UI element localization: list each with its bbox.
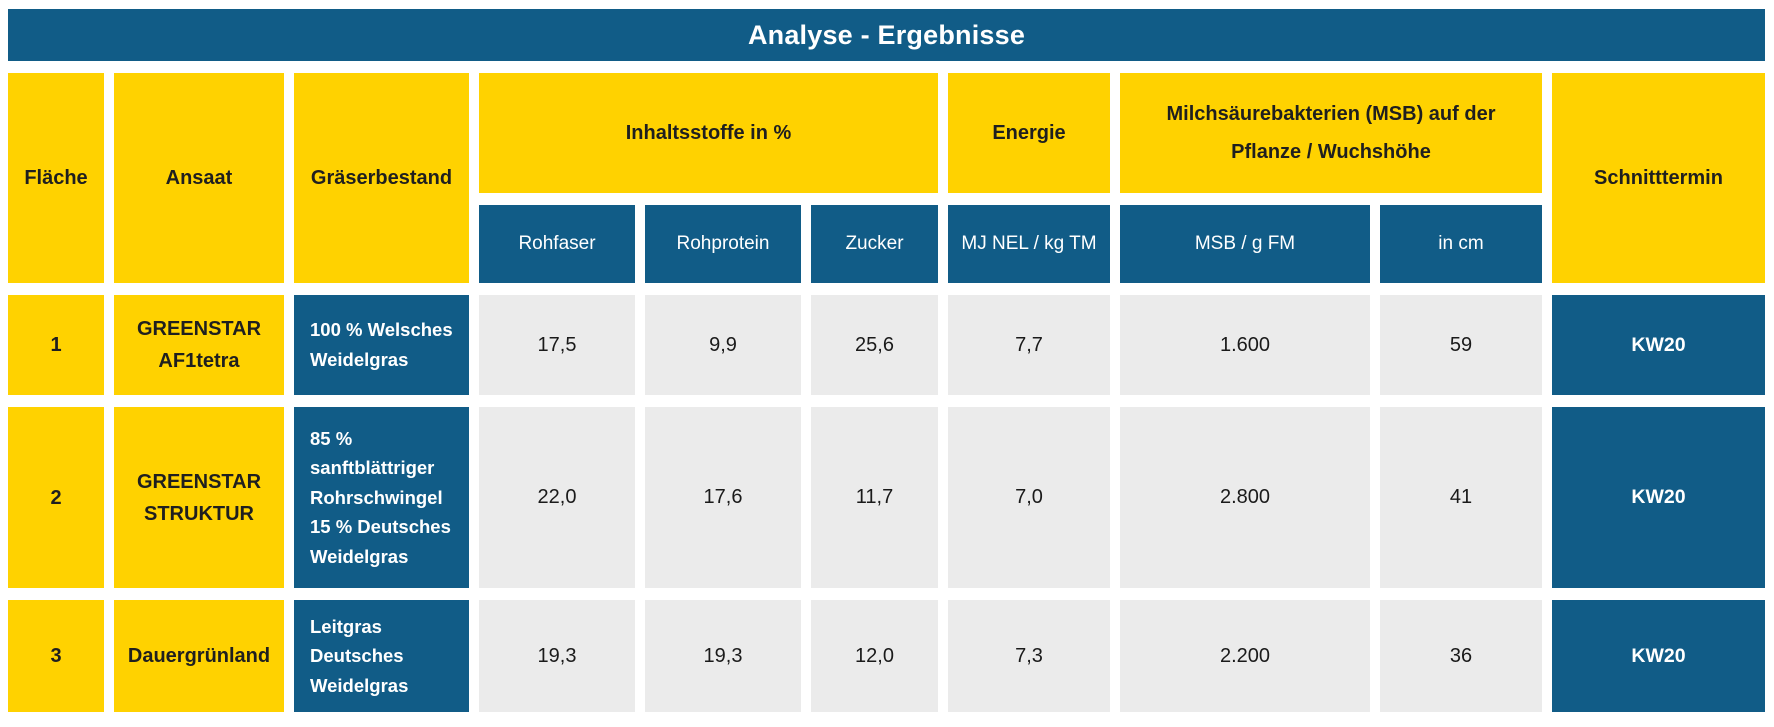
subheader-in-cm: in cm xyxy=(1380,205,1542,283)
subheader-mj-nel: MJ NEL / kg TM xyxy=(948,205,1110,283)
row2-wuchshoehe-cell: 41 xyxy=(1380,407,1542,588)
subheader-zucker: Zucker xyxy=(811,205,938,283)
row3-rohfaser-cell: 19,3 xyxy=(479,600,635,712)
row2-flaeche-cell: 2 xyxy=(8,407,104,588)
header-ansaat: Ansaat xyxy=(114,73,284,283)
row2-graeserbestand-cell: 85 % sanftblättriger Rohrschwingel 15 % … xyxy=(294,407,469,588)
row2-schnitttermin-cell: KW20 xyxy=(1552,407,1765,588)
row3-graeserbestand-cell: Leitgras Deutsches Weidelgras xyxy=(294,600,469,712)
row1-wuchshoehe-cell: 59 xyxy=(1380,295,1542,395)
subheader-rohfaser: Rohfaser xyxy=(479,205,635,283)
row1-flaeche-cell: 1 xyxy=(8,295,104,395)
row3-zucker-cell: 12,0 xyxy=(811,600,938,712)
row2-rohfaser-cell: 22,0 xyxy=(479,407,635,588)
row3-wuchshoehe-cell: 36 xyxy=(1380,600,1542,712)
row3-ansaat-cell: Dauergrünland xyxy=(114,600,284,712)
header-flaeche: Fläche xyxy=(8,73,104,283)
row3-energie-cell: 7,3 xyxy=(948,600,1110,712)
row1-rohfaser-cell: 17,5 xyxy=(479,295,635,395)
row3-msb-cell: 2.200 xyxy=(1120,600,1370,712)
header-schnitttermin: Schnitttermin xyxy=(1552,73,1765,283)
header-group-inhaltsstoffe: Inhaltsstoffe in % xyxy=(479,73,938,193)
row1-energie-cell: 7,7 xyxy=(948,295,1110,395)
row1-schnitttermin-cell: KW20 xyxy=(1552,295,1765,395)
row2-energie-cell: 7,0 xyxy=(948,407,1110,588)
page-title: Analyse - Ergebnisse xyxy=(8,9,1765,61)
row1-zucker-cell: 25,6 xyxy=(811,295,938,395)
row1-ansaat-cell: GREENSTAR AF1tetra xyxy=(114,295,284,395)
row1-graeserbestand-cell: 100 % Welsches Weidelgras xyxy=(294,295,469,395)
row2-msb-cell: 2.800 xyxy=(1120,407,1370,588)
row1-rohprotein-cell: 9,9 xyxy=(645,295,801,395)
subheader-msb-g-fm: MSB / g FM xyxy=(1120,205,1370,283)
subheader-rohprotein: Rohprotein xyxy=(645,205,801,283)
row2-ansaat-cell: GREENSTAR STRUKTUR xyxy=(114,407,284,588)
results-table: Fläche Ansaat Gräserbestand Schnitttermi… xyxy=(8,73,1765,712)
row2-rohprotein-cell: 17,6 xyxy=(645,407,801,588)
header-group-msb: Milchsäurebakterien (MSB) auf der Pflanz… xyxy=(1120,73,1542,193)
header-graeserbestand: Gräserbestand xyxy=(294,73,469,283)
row2-zucker-cell: 11,7 xyxy=(811,407,938,588)
row3-rohprotein-cell: 19,3 xyxy=(645,600,801,712)
row3-flaeche-cell: 3 xyxy=(8,600,104,712)
row3-schnitttermin-cell: KW20 xyxy=(1552,600,1765,712)
row1-msb-cell: 1.600 xyxy=(1120,295,1370,395)
header-group-energie: Energie xyxy=(948,73,1110,193)
